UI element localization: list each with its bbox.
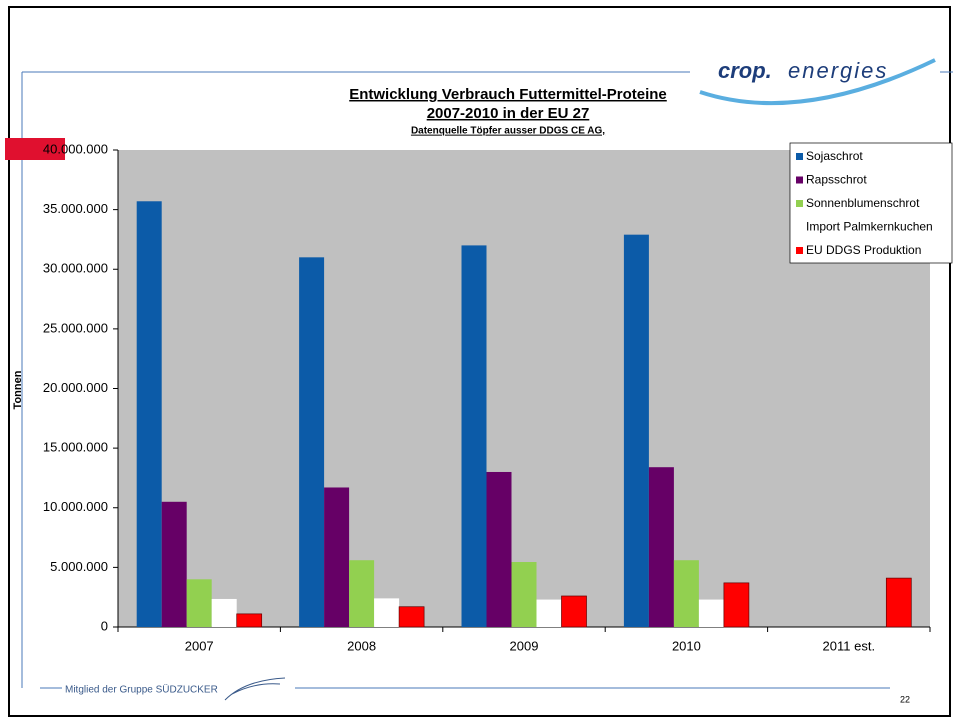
legend-box: [789, 142, 953, 264]
chart-title: Entwicklung Verbrauch Futtermittel-Prote…: [349, 86, 667, 103]
bar: [136, 201, 162, 627]
legend-swatch: [796, 176, 803, 184]
bar: [723, 582, 750, 628]
x-tick-label: 2011 est.: [823, 638, 876, 653]
legend-label: Sojaschrot: [806, 149, 863, 163]
bar: [511, 562, 537, 627]
legend-label: EU DDGS Produktion: [806, 243, 921, 257]
bar: [398, 606, 425, 628]
y-tick-label: 10.000.000: [43, 499, 108, 514]
bar: [374, 598, 400, 627]
logo-text: energies: [788, 58, 888, 83]
chart-subtitle: 2007-2010 in der EU 27: [427, 105, 590, 122]
y-tick-label: 30.000.000: [43, 261, 108, 276]
bar: [186, 579, 212, 627]
bar: [673, 560, 699, 627]
footer-text: Mitglied der Gruppe SÜDZUCKER: [65, 684, 218, 696]
bar: [648, 467, 674, 627]
y-tick-label: 5.000.000: [50, 559, 108, 574]
y-tick-label: 20.000.000: [43, 380, 108, 395]
legend-swatch: [796, 247, 803, 254]
y-tick-label: 25.000.000: [43, 320, 108, 335]
y-axis-label: Tonnen: [12, 370, 24, 409]
bar: [211, 598, 237, 627]
x-tick-label: 2007: [185, 638, 214, 653]
y-tick-label: 15.000.000: [43, 440, 108, 455]
y-tick-label: 40.000.000: [43, 141, 108, 156]
chart-source: Datenquelle Töpfer ausser DDGS CE AG,: [411, 126, 605, 137]
bar: [161, 501, 187, 627]
bar: [299, 257, 325, 627]
bar: [461, 245, 487, 627]
page-number: 22: [900, 694, 910, 704]
accent-block: [5, 138, 65, 160]
footer-logo: [224, 677, 286, 701]
y-tick-label: 0: [101, 618, 108, 633]
bar: [623, 234, 649, 628]
bar: [236, 613, 263, 628]
bar: [324, 487, 350, 627]
x-tick-label: 2008: [347, 638, 376, 653]
legend-label: Import Palmkernkuchen: [806, 220, 933, 234]
legend-label: Rapsschrot: [806, 173, 867, 187]
legend-swatch: [796, 223, 803, 231]
bar: [698, 599, 724, 627]
x-tick-label: 2010: [672, 638, 701, 653]
bar: [349, 560, 375, 627]
y-tick-label: 35.000.000: [43, 201, 108, 216]
bar: [561, 595, 587, 628]
bar: [536, 599, 562, 627]
legend-swatch: [796, 153, 803, 160]
logo-text: crop.: [718, 58, 772, 83]
bar: [486, 471, 512, 627]
legend-label: Sonnenblumenschrot: [806, 196, 920, 210]
bar: [885, 577, 912, 628]
legend-swatch: [796, 200, 803, 207]
logo-swoosh: [699, 58, 936, 106]
slide-frame: [8, 6, 951, 717]
x-tick-label: 2009: [510, 638, 539, 653]
